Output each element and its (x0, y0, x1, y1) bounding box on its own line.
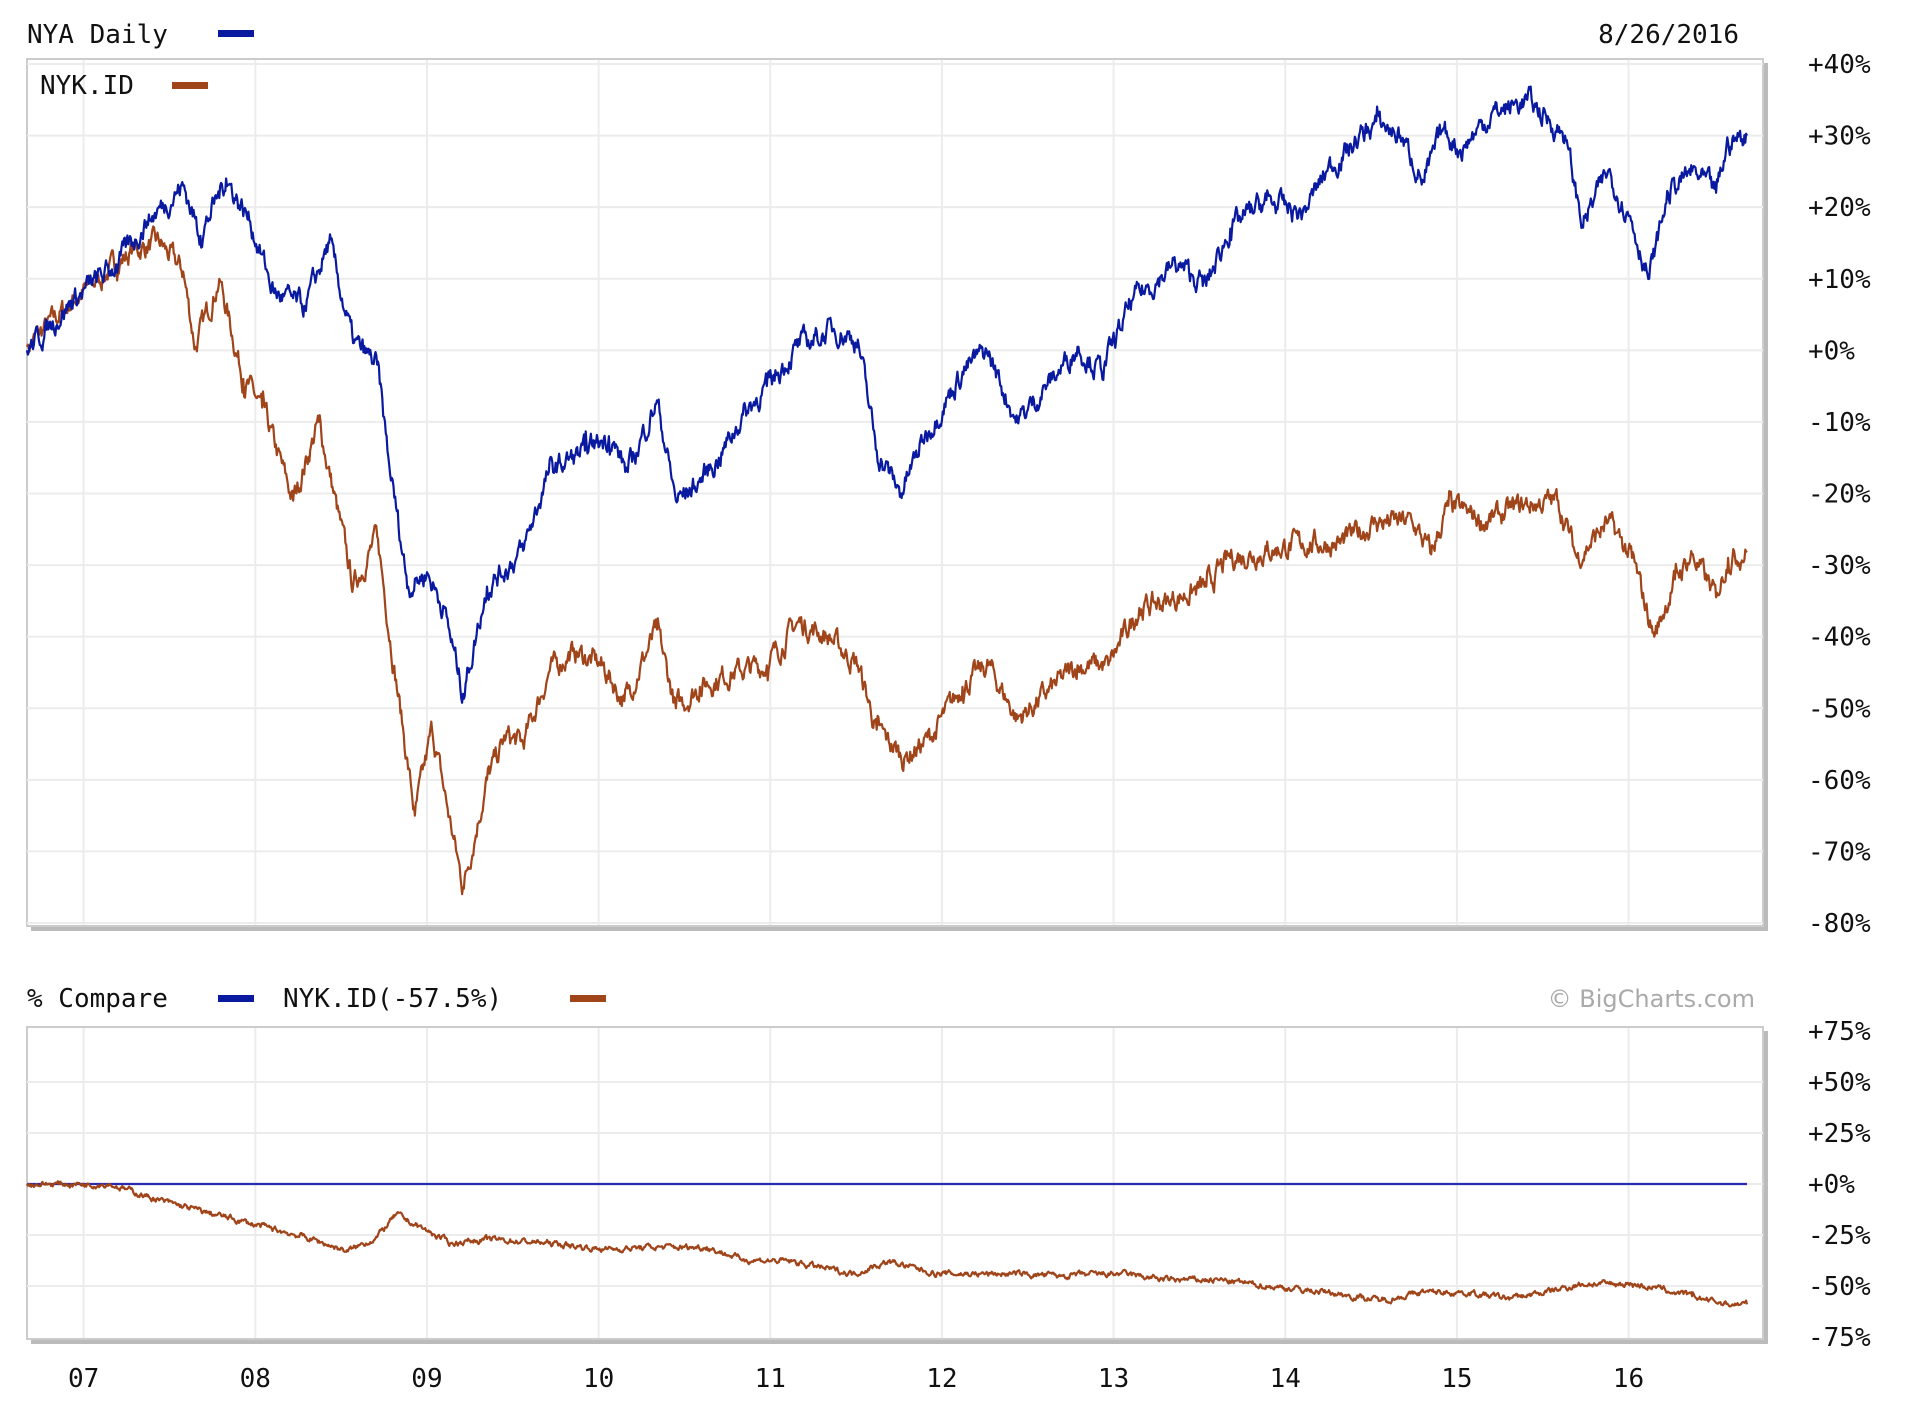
main-y-tick-label: +0% (1808, 336, 1855, 366)
main-y-tick-label: -10% (1808, 408, 1871, 438)
bigcharts-watermark: © BigCharts.com (1548, 985, 1755, 1013)
legend-label-nyk: NYK.ID (40, 71, 134, 101)
main-y-tick-label: -60% (1808, 766, 1871, 796)
main-y-tick-label: +20% (1808, 193, 1871, 223)
compare-y-tick-label: -75% (1808, 1323, 1871, 1353)
compare-y-tick-label: -25% (1808, 1221, 1871, 1251)
compare-y-tick-label: +0% (1808, 1170, 1855, 1200)
main-y-tick-label: -70% (1808, 837, 1871, 867)
compare-line-nyk-id (26, 1180, 1749, 1308)
compare-y-tick-label: +50% (1808, 1068, 1871, 1098)
compare-legend-label: NYK.ID(-57.5%) (283, 984, 502, 1014)
main-y-tick-label: +40% (1808, 50, 1871, 80)
x-tick-label: 07 (68, 1364, 99, 1394)
x-tick-label: 15 (1441, 1364, 1472, 1394)
compare-swatch-nyk (570, 995, 606, 1002)
compare-series (26, 1180, 1749, 1308)
main-y-axis: +40% +30% +20% +10% +0% -10% -20% -30% -40% -50% -… (1808, 50, 1871, 939)
series-line-nyk-id (25, 225, 1748, 896)
main-y-tick-label: -50% (1808, 694, 1871, 724)
x-tick-label: 12 (926, 1364, 957, 1394)
main-title: NYA Daily (27, 20, 168, 50)
x-tick-label: 08 (240, 1364, 271, 1394)
compare-title: % Compare (27, 984, 168, 1014)
legend-swatch-nyk (172, 82, 208, 89)
main-y-tick-label: +30% (1808, 122, 1871, 152)
main-y-tick-label: -30% (1808, 551, 1871, 581)
series-line-nya-daily (25, 85, 1748, 704)
x-axis: 07 08 09 10 11 12 13 14 15 16 (68, 1364, 1644, 1394)
compare-swatch-nya (218, 995, 254, 1002)
x-tick-label: 16 (1613, 1364, 1644, 1394)
main-series (25, 85, 1748, 896)
compare-y-tick-label: +25% (1808, 1119, 1871, 1149)
main-y-tick-label: +10% (1808, 265, 1871, 295)
chart-date: 8/26/2016 (1598, 20, 1739, 50)
main-y-tick-label: -40% (1808, 623, 1871, 653)
x-tick-label: 09 (411, 1364, 442, 1394)
x-tick-label: 13 (1098, 1364, 1129, 1394)
legend-swatch-nya (218, 30, 254, 37)
main-y-tick-label: -20% (1808, 480, 1871, 510)
compare-y-tick-label: -50% (1808, 1272, 1871, 1302)
main-y-tick-label: -80% (1808, 909, 1871, 939)
compare-y-axis: +75% +50% +25% +0% -25% -50% -75% (1808, 1017, 1871, 1353)
x-tick-label: 10 (583, 1364, 614, 1394)
x-tick-label: 14 (1270, 1364, 1301, 1394)
compare-y-tick-label: +75% (1808, 1017, 1871, 1047)
x-tick-label: 11 (755, 1364, 786, 1394)
